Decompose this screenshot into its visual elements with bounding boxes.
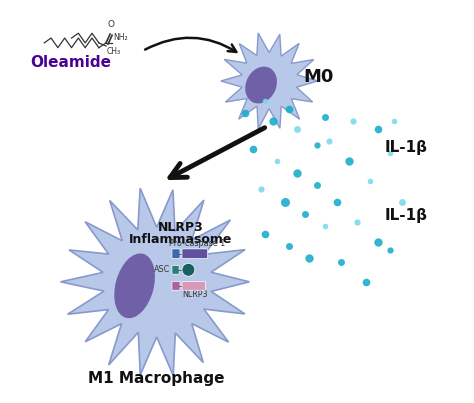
Text: M0: M0	[303, 68, 334, 86]
FancyArrowPatch shape	[145, 38, 237, 52]
FancyBboxPatch shape	[172, 265, 179, 274]
Text: Oleamide: Oleamide	[30, 56, 111, 71]
Text: IL-1β: IL-1β	[385, 208, 428, 223]
Text: NLRP3: NLRP3	[158, 221, 204, 234]
FancyBboxPatch shape	[172, 249, 180, 259]
Ellipse shape	[245, 66, 277, 104]
Polygon shape	[61, 188, 249, 376]
Text: ASC: ASC	[154, 265, 170, 274]
Text: NLRP3: NLRP3	[182, 290, 208, 299]
Ellipse shape	[114, 253, 155, 318]
Text: CH₃: CH₃	[107, 47, 121, 56]
Circle shape	[182, 263, 195, 276]
FancyBboxPatch shape	[182, 249, 208, 259]
Text: M1 Macrophage: M1 Macrophage	[89, 371, 225, 386]
Text: Inflammasome: Inflammasome	[129, 233, 232, 246]
FancyBboxPatch shape	[172, 281, 180, 290]
Polygon shape	[221, 33, 318, 129]
Text: IL-1β: IL-1β	[385, 140, 428, 155]
Text: O: O	[108, 20, 115, 29]
Text: Pro-caspase 1: Pro-caspase 1	[169, 239, 225, 248]
FancyBboxPatch shape	[182, 281, 206, 290]
Text: NH₂: NH₂	[113, 33, 128, 42]
